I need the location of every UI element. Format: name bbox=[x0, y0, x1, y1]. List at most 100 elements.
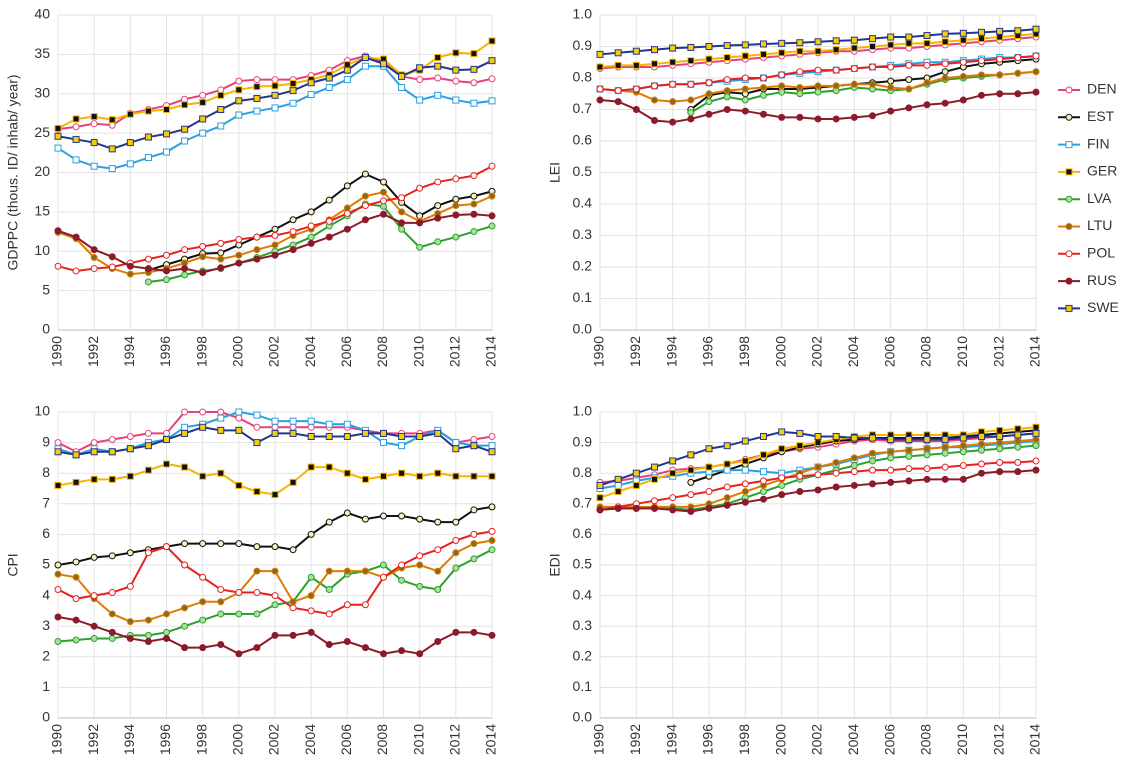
marker bbox=[705, 463, 713, 471]
marker bbox=[452, 439, 460, 447]
marker bbox=[416, 76, 424, 84]
marker bbox=[307, 607, 315, 615]
marker bbox=[760, 495, 767, 503]
marker bbox=[144, 154, 152, 162]
marker bbox=[434, 62, 442, 70]
x-tick-label: 2012 bbox=[990, 724, 1006, 755]
marker bbox=[814, 88, 822, 96]
marker bbox=[343, 420, 351, 428]
marker bbox=[253, 233, 261, 241]
y-tick-label: 5 bbox=[42, 281, 50, 297]
marker bbox=[72, 616, 80, 624]
legend-label: EST bbox=[1087, 108, 1115, 124]
marker bbox=[217, 264, 225, 272]
y-tick-label: 0.6 bbox=[573, 132, 593, 148]
x-tick-label: 2014 bbox=[483, 724, 499, 755]
marker bbox=[452, 472, 460, 480]
y-axis-label: EDI bbox=[547, 553, 563, 576]
marker bbox=[778, 445, 786, 453]
y-tick-label: 0.8 bbox=[573, 69, 593, 85]
y-tick-label: 3 bbox=[42, 617, 50, 633]
legend-marker bbox=[1065, 195, 1073, 203]
x-tick-label: 2014 bbox=[1027, 724, 1043, 755]
marker bbox=[271, 491, 279, 499]
marker bbox=[271, 91, 279, 99]
marker bbox=[325, 420, 333, 428]
y-tick-label: 10 bbox=[34, 403, 50, 419]
marker bbox=[289, 80, 297, 88]
marker bbox=[778, 49, 786, 57]
marker bbox=[253, 610, 261, 618]
marker bbox=[163, 429, 170, 437]
marker bbox=[108, 145, 116, 153]
marker bbox=[163, 460, 170, 468]
marker bbox=[470, 506, 478, 514]
legend-marker bbox=[1065, 113, 1073, 121]
marker bbox=[596, 63, 604, 71]
marker bbox=[54, 561, 62, 569]
y-tick-label: 0.0 bbox=[573, 321, 593, 337]
marker bbox=[235, 426, 243, 434]
marker bbox=[869, 480, 876, 488]
y-tick-label: 40 bbox=[34, 6, 50, 22]
marker bbox=[126, 549, 134, 557]
marker bbox=[271, 82, 279, 90]
marker bbox=[54, 124, 62, 132]
marker bbox=[941, 74, 949, 82]
x-tick-label: 1998 bbox=[193, 724, 209, 755]
x-tick-label: 1994 bbox=[121, 724, 137, 755]
marker bbox=[978, 469, 985, 477]
marker bbox=[289, 87, 297, 95]
marker bbox=[632, 106, 640, 113]
marker bbox=[632, 504, 640, 512]
marker bbox=[325, 463, 333, 471]
marker bbox=[470, 50, 478, 58]
marker bbox=[832, 458, 840, 466]
marker bbox=[416, 552, 424, 560]
marker bbox=[705, 98, 713, 106]
marker bbox=[452, 628, 460, 636]
marker bbox=[887, 83, 895, 91]
marker bbox=[723, 93, 731, 101]
marker bbox=[1014, 443, 1022, 451]
marker bbox=[380, 439, 387, 447]
marker bbox=[72, 156, 80, 164]
marker bbox=[723, 483, 731, 491]
marker bbox=[434, 567, 442, 575]
marker bbox=[90, 113, 98, 121]
y-tick-label: 0.8 bbox=[573, 464, 593, 480]
marker bbox=[271, 232, 279, 239]
y-tick-label: 10 bbox=[34, 242, 50, 258]
marker bbox=[596, 481, 604, 489]
marker bbox=[126, 160, 134, 168]
marker bbox=[343, 567, 351, 575]
marker bbox=[163, 610, 170, 618]
legend-label: FIN bbox=[1087, 135, 1110, 151]
marker bbox=[741, 74, 749, 82]
marker bbox=[796, 472, 804, 480]
marker bbox=[814, 82, 822, 90]
legend: DEN EST FIN GER LVA LTU POL RUS SWE bbox=[1058, 81, 1119, 315]
marker bbox=[452, 211, 460, 219]
y-tick-label: 0.4 bbox=[573, 195, 593, 211]
marker bbox=[126, 445, 134, 453]
marker bbox=[651, 46, 658, 54]
marker bbox=[814, 463, 822, 471]
marker bbox=[199, 115, 207, 123]
marker bbox=[887, 107, 895, 115]
marker bbox=[307, 463, 315, 471]
marker bbox=[723, 460, 731, 468]
marker bbox=[108, 165, 116, 173]
marker bbox=[253, 589, 261, 597]
marker bbox=[361, 601, 369, 609]
y-tick-label: 8 bbox=[42, 464, 50, 480]
marker bbox=[72, 233, 80, 241]
marker bbox=[398, 561, 406, 569]
marker bbox=[796, 47, 804, 55]
marker bbox=[488, 527, 496, 535]
marker bbox=[687, 57, 695, 65]
marker bbox=[126, 472, 134, 480]
marker bbox=[905, 446, 913, 454]
marker bbox=[380, 178, 387, 186]
marker bbox=[72, 451, 80, 459]
